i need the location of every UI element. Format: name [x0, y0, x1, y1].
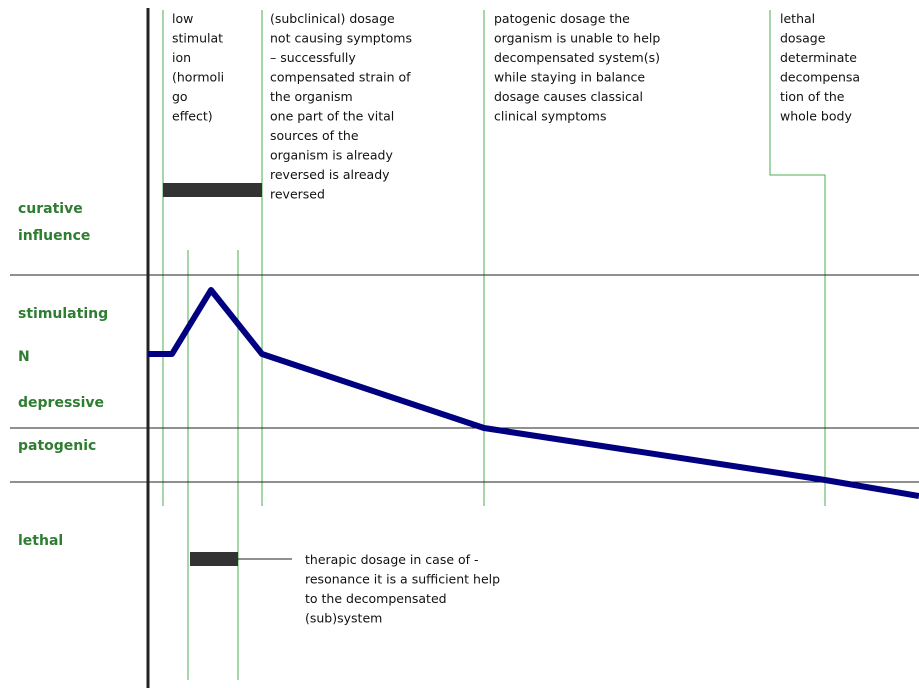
level-label: N	[18, 349, 30, 365]
column-text: effect)	[172, 109, 213, 124]
column-text: decompensa	[780, 70, 860, 85]
response-curve	[148, 287, 919, 499]
column-text: (subclinical) dosage	[270, 11, 395, 26]
column-text: dosage causes classical	[494, 89, 643, 104]
column-text: – successfully	[270, 50, 356, 65]
column-text: sources of the	[270, 128, 359, 143]
note-text: therapic dosage in case of -	[305, 552, 479, 567]
column-text: clinical symptoms	[494, 109, 606, 124]
level-label: patogenic	[18, 438, 96, 454]
column-text: lethal	[780, 11, 815, 26]
column-text: reversed is already	[270, 167, 390, 182]
column-text: determinate	[780, 50, 857, 65]
column-text: patogenic dosage the	[494, 11, 630, 26]
column-text: organism is already	[270, 148, 393, 163]
level-label: depressive	[18, 395, 104, 411]
column-text: (hormoli	[172, 70, 224, 85]
level-label: stimulating	[18, 306, 108, 322]
column-text: not causing symptoms	[270, 31, 412, 46]
column-text: stimulat	[172, 31, 223, 46]
range-bar	[190, 552, 238, 566]
column-text: decompensated system(s)	[494, 50, 660, 65]
column-text: dosage	[780, 31, 826, 46]
level-label: curative	[18, 201, 83, 217]
note-text: (sub)system	[305, 611, 382, 626]
column-text: tion of the	[780, 89, 845, 104]
note-text: resonance it is a sufficient help	[305, 572, 500, 587]
range-bar	[163, 183, 262, 197]
column-text: the organism	[270, 89, 353, 104]
level-label: lethal	[18, 533, 63, 549]
level-label: influence	[18, 228, 90, 244]
column-text: reversed	[270, 187, 325, 202]
column-text: while staying in balance	[494, 70, 645, 85]
column-text: go	[172, 89, 188, 104]
column-text: ion	[172, 50, 191, 65]
note-text: to the decompensated	[305, 591, 447, 606]
column-text: compensated strain of	[270, 70, 411, 85]
column-text: one part of the vital	[270, 109, 394, 124]
column-text: whole body	[780, 109, 852, 124]
column-text: organism is unable to help	[494, 31, 660, 46]
divider	[769, 10, 826, 506]
column-text: low	[172, 11, 193, 26]
